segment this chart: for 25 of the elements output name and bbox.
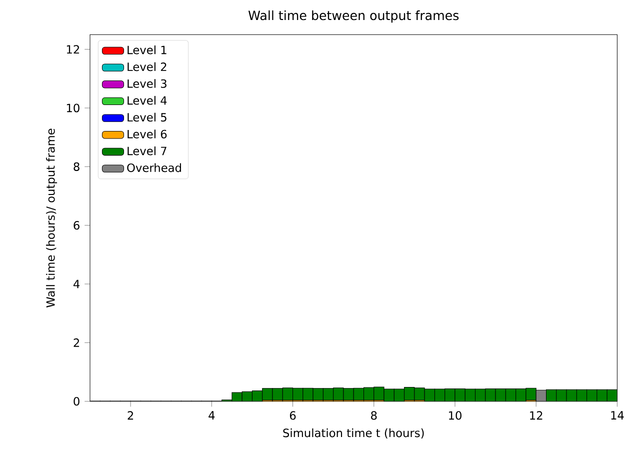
y-tick-label: 12 (66, 45, 80, 54)
legend-label: Level 2 (128, 62, 166, 72)
y-tick-label: 10 (66, 104, 80, 112)
x-tick-label: 8 (371, 411, 377, 420)
legend-label: Level 1 (128, 45, 166, 54)
x-tick-label: 6 (290, 411, 296, 420)
legend-label: Level 4 (128, 96, 167, 105)
y-tick-label: 0 (74, 397, 80, 406)
x-tick-label: 4 (208, 411, 215, 420)
y-tick-label: 4 (73, 280, 80, 288)
legend-label: Level 6 (128, 130, 167, 138)
chart-title: Wall time between output frames (248, 10, 459, 23)
x-axis-title: Simulation time t (hours) (283, 428, 424, 439)
y-tick-label: 8 (74, 162, 80, 171)
legend-label: Level 7 (128, 146, 166, 156)
x-tick-label: 12 (530, 411, 542, 420)
y-tick-label: 6 (74, 221, 80, 230)
x-tick-label: 10 (449, 411, 462, 420)
legend-label: Overhead (127, 163, 181, 172)
y-axis-title: Wall time (hours)/ output frame (46, 128, 58, 308)
x-tick-label: 14 (611, 411, 624, 420)
x-tick-label: 2 (128, 411, 134, 420)
y-tick-label: 2 (74, 338, 80, 347)
legend-label: Level 5 (128, 112, 166, 122)
legend-label: Level 3 (128, 79, 166, 88)
